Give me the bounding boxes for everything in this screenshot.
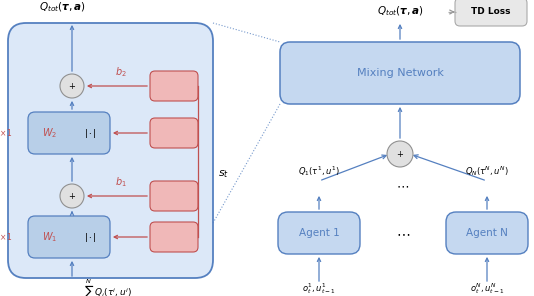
FancyBboxPatch shape [278,212,360,254]
Text: Agent 1: Agent 1 [299,228,340,238]
Text: $Q_N(\tau^N, u^N)$: $Q_N(\tau^N, u^N)$ [465,164,509,178]
Text: $W_1$: $W_1$ [42,230,58,244]
FancyBboxPatch shape [8,23,213,278]
Circle shape [60,74,84,98]
Text: $s_t$: $s_t$ [218,168,229,180]
Text: $Q_{tot}(\boldsymbol{\tau}, \boldsymbol{a})$: $Q_{tot}(\boldsymbol{\tau}, \boldsymbol{… [376,4,423,18]
Text: Agent N: Agent N [466,228,508,238]
Text: $b_2$: $b_2$ [115,65,127,79]
Text: $+$: $+$ [396,149,404,159]
Text: $o^1_t, u^1_{t-1}$: $o^1_t, u^1_{t-1}$ [302,281,336,296]
Text: $b_1$: $b_1$ [115,175,127,189]
Text: $|\cdot|$: $|\cdot|$ [84,231,96,244]
Circle shape [387,141,413,167]
Text: Mixing Network: Mixing Network [357,68,443,78]
Text: $Q_1(\tau^1, u^1)$: $Q_1(\tau^1, u^1)$ [298,164,340,178]
Text: $1{\times}1$: $1{\times}1$ [0,128,13,139]
FancyBboxPatch shape [150,118,198,148]
FancyBboxPatch shape [455,0,527,26]
FancyBboxPatch shape [446,212,528,254]
Text: $\cdots$: $\cdots$ [396,226,410,240]
Text: $+$: $+$ [68,191,76,201]
FancyBboxPatch shape [280,42,520,104]
Text: $Q_{tot}(\boldsymbol{\tau}, \boldsymbol{a})$: $Q_{tot}(\boldsymbol{\tau}, \boldsymbol{… [38,0,85,14]
Text: $W_2$: $W_2$ [42,126,58,140]
Text: TD Loss: TD Loss [471,7,511,17]
Text: $+$: $+$ [68,81,76,91]
FancyBboxPatch shape [150,181,198,211]
Circle shape [60,184,84,208]
Text: $\cdots$: $\cdots$ [396,179,410,192]
FancyBboxPatch shape [28,112,110,154]
FancyBboxPatch shape [150,71,198,101]
Text: $1{\times}1$: $1{\times}1$ [0,231,13,242]
FancyBboxPatch shape [28,216,110,258]
FancyBboxPatch shape [150,222,198,252]
Text: $|\cdot|$: $|\cdot|$ [84,126,96,139]
Text: $o^N_t, u^N_{t-1}$: $o^N_t, u^N_{t-1}$ [470,281,504,296]
Text: $\sum_{i=1}^{N} Q_i(\tau^i, u^i)$: $\sum_{i=1}^{N} Q_i(\tau^i, u^i)$ [81,278,132,296]
